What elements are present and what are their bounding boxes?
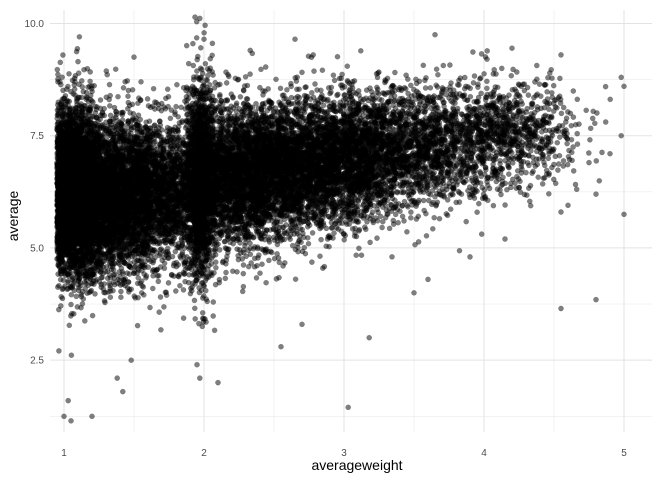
data-point	[95, 118, 101, 124]
data-point	[62, 116, 68, 123]
data-point	[107, 103, 113, 109]
data-point	[104, 71, 110, 78]
data-point	[54, 66, 61, 73]
data-point	[60, 52, 66, 58]
data-point	[56, 306, 62, 313]
data-point	[84, 94, 90, 101]
data-point	[82, 318, 88, 324]
data-point	[80, 88, 87, 95]
major-gridlines	[50, 10, 652, 432]
data-point	[64, 86, 70, 92]
data-point	[82, 285, 88, 292]
data-point	[75, 70, 82, 76]
data-point	[55, 284, 61, 290]
data-point	[125, 93, 131, 99]
data-point	[58, 293, 65, 300]
data-point	[58, 81, 64, 88]
data-point	[112, 66, 119, 72]
data-point	[87, 78, 93, 85]
data-point	[68, 352, 75, 359]
data-point	[73, 48, 80, 55]
data-point	[73, 108, 79, 115]
data-point	[85, 84, 91, 90]
data-point	[57, 59, 64, 66]
data-point	[68, 301, 74, 308]
data-point	[66, 71, 72, 77]
data-point	[76, 34, 83, 40]
data-point	[55, 120, 61, 126]
data-point	[84, 65, 91, 72]
data-point	[64, 97, 70, 104]
data-point	[59, 112, 65, 118]
data-point	[89, 88, 95, 95]
data-point	[68, 313, 74, 319]
data-points	[54, 14, 627, 424]
data-point	[55, 71, 61, 78]
data-point	[54, 112, 61, 118]
data-point	[56, 348, 62, 354]
